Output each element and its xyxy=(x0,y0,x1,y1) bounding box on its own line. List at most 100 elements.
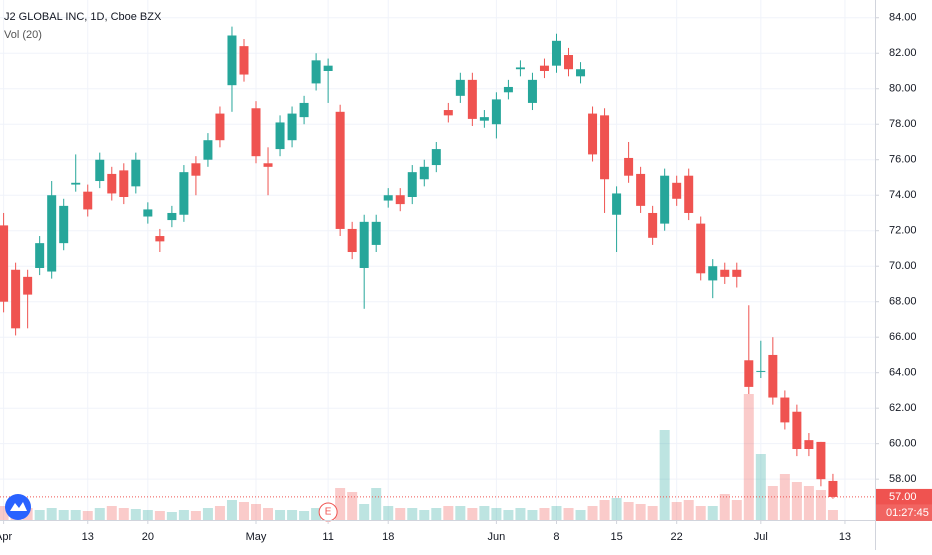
candles xyxy=(0,26,838,499)
volume-pane xyxy=(0,394,838,520)
candle-body xyxy=(636,173,646,206)
volume-bar xyxy=(106,506,117,520)
candle-body xyxy=(780,397,790,423)
candle-body xyxy=(732,269,742,277)
candle-body xyxy=(816,441,826,480)
volume-bar xyxy=(695,506,706,520)
x-tick-label: 11 xyxy=(322,531,333,543)
volume-bar xyxy=(34,510,45,520)
candle-body xyxy=(684,175,694,213)
y-tick-label: 82.00 xyxy=(889,47,917,59)
candle-body xyxy=(251,108,261,157)
volume-bar xyxy=(299,511,310,520)
volume-bar xyxy=(251,504,262,520)
volume-bar xyxy=(154,511,165,520)
volume-bar xyxy=(563,508,574,520)
candle-body xyxy=(720,269,730,277)
earnings-label: E xyxy=(325,507,332,518)
volume-bar xyxy=(551,506,562,520)
x-tick-label: 8 xyxy=(553,531,559,543)
candle-body xyxy=(167,212,177,221)
candle-body xyxy=(407,172,417,197)
y-tick-label: 70.00 xyxy=(889,260,917,272)
candle-body xyxy=(588,113,598,155)
candle-body xyxy=(191,163,201,176)
volume-bar xyxy=(395,508,406,520)
candle-body xyxy=(131,159,141,187)
volume-bar xyxy=(263,508,274,520)
volume-bar xyxy=(815,490,826,520)
candle-body xyxy=(23,276,33,295)
candle-body xyxy=(323,65,333,71)
logo xyxy=(5,494,31,520)
volume-bar xyxy=(407,508,418,520)
candle-body xyxy=(395,195,405,205)
candle-body xyxy=(239,46,249,75)
candle-body xyxy=(491,99,501,125)
volume-bar xyxy=(575,510,586,520)
candle-body xyxy=(527,79,537,103)
candle-body xyxy=(71,182,81,185)
candle-body xyxy=(83,191,93,210)
volume-bar xyxy=(647,506,658,520)
candle-body xyxy=(155,236,165,242)
volume-bar xyxy=(214,506,225,520)
volume-bar xyxy=(94,508,105,520)
candle-body xyxy=(47,195,57,272)
x-tick-label: Jun xyxy=(488,531,506,543)
volume-bar xyxy=(275,510,286,520)
y-tick-label: 60.00 xyxy=(889,438,917,450)
candle-body xyxy=(515,67,525,70)
y-tick-label: 64.00 xyxy=(889,367,917,379)
x-tick-label: 13 xyxy=(839,531,851,543)
x-tick-label: 15 xyxy=(610,531,622,543)
volume-bar xyxy=(0,506,9,520)
y-tick-label: 72.00 xyxy=(889,225,917,237)
logo-mark xyxy=(10,502,27,511)
candle-body xyxy=(227,35,237,86)
y-tick-label: 84.00 xyxy=(889,12,917,24)
candle-body xyxy=(672,182,682,199)
volume-bar xyxy=(755,454,766,520)
candle-body xyxy=(335,111,345,229)
volume-bar xyxy=(118,508,129,520)
candle-body xyxy=(708,266,718,281)
candle-body xyxy=(11,269,21,329)
y-tick-label: 78.00 xyxy=(889,118,917,130)
volume-bar xyxy=(202,508,213,520)
candle-body xyxy=(455,79,465,96)
volume-bar xyxy=(70,510,81,520)
y-tick-label: 76.00 xyxy=(889,154,917,166)
candle-body xyxy=(467,79,477,119)
candle-body xyxy=(0,225,9,302)
volume-bar xyxy=(539,508,550,520)
x-tick-label: 22 xyxy=(671,531,683,543)
overlay: E xyxy=(0,496,875,522)
candle-body xyxy=(35,243,45,268)
candle-body xyxy=(299,102,309,118)
volume-bar xyxy=(803,486,814,520)
x-tick-label: 13 xyxy=(82,531,94,543)
volume-bar xyxy=(311,508,322,520)
candle-body xyxy=(443,110,453,116)
candle-body xyxy=(359,221,369,268)
volume-bar xyxy=(683,500,694,520)
volume-bar xyxy=(238,502,249,520)
candle-body xyxy=(612,193,622,215)
volume-bar xyxy=(671,502,682,520)
candle-body xyxy=(107,173,117,194)
candle-body xyxy=(95,159,105,182)
candle-body xyxy=(503,86,513,93)
y-tick-label: 80.00 xyxy=(889,83,917,95)
x-tick-label: 18 xyxy=(382,531,394,543)
volume-bar xyxy=(467,508,478,520)
volume-bar xyxy=(371,488,382,520)
volume-bar xyxy=(479,506,490,520)
volume-label: Vol (20) xyxy=(4,29,42,41)
candle-body xyxy=(804,440,814,450)
volume-bar xyxy=(142,510,153,520)
candle-body xyxy=(828,480,838,497)
x-tick-label: 20 xyxy=(142,531,154,543)
candle-body xyxy=(371,221,381,245)
